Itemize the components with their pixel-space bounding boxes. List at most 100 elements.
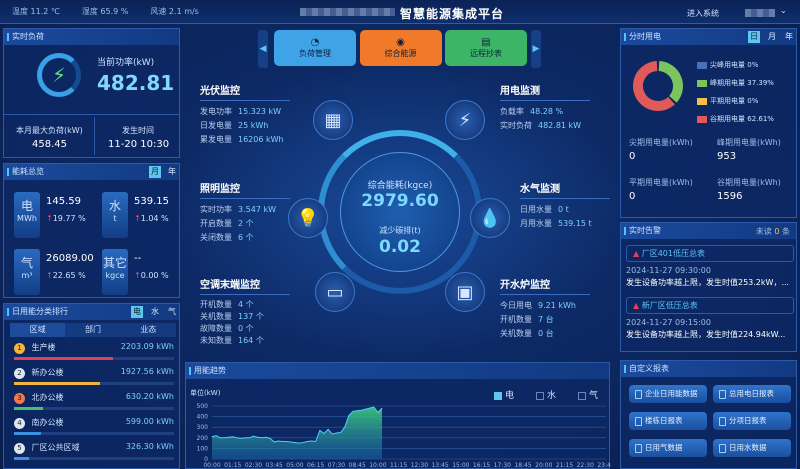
toggle-day[interactable]: 日 (748, 31, 760, 43)
monitor-row: 开机数量 7 台 (500, 315, 554, 324)
data-point (298, 442, 300, 444)
series-area (212, 407, 383, 459)
arrow-up-icon: ↑ (46, 271, 53, 280)
chart-legend: 电 水 气 (494, 388, 598, 401)
x-tick-label: 13:45 (431, 462, 448, 469)
panel-title: 实时告警 (621, 223, 796, 239)
boiler-icon: ▣ (445, 272, 485, 312)
page-title: 智慧能源集成平台 (400, 7, 505, 21)
legend-electricity[interactable]: 电 (494, 388, 514, 401)
energy-icon: ◉ (396, 37, 405, 48)
report-button[interactable]: 企业日用能数据 (629, 385, 707, 403)
monitor-row: 未知数量 164 个 (200, 336, 264, 345)
legend-water[interactable]: 水 (536, 388, 556, 401)
chevron-down-icon[interactable]: ⌄ (780, 6, 787, 15)
gauge-icon: ◔ (310, 37, 320, 48)
user-name[interactable] (745, 9, 775, 17)
ranking-tabs: 区域 部门 业态 (10, 323, 176, 337)
arrow-up-icon: ↑ (134, 214, 141, 223)
realtime-load-panel: 实时负荷 ⚡ 当前功率(kW) 482.81 本月最大负荷(kW) 458.45… (3, 28, 180, 158)
data-point (369, 407, 370, 409)
alarm-item[interactable]: ▲ 新厂区低压总表 2024-11-27 09:15:00 发生设备功率越上限，发生… (626, 297, 794, 340)
rank-badge-icon: 1 (14, 343, 25, 354)
water-value: 539.15 (134, 196, 169, 207)
other-change: ↑0.00 % (134, 271, 169, 280)
monitor-title: 空调末端监控 (200, 276, 290, 295)
water-change: ↑1.04 % (134, 214, 169, 223)
time-label: 发生时间 (122, 126, 154, 135)
x-tick-label: 17:30 (494, 462, 511, 469)
arrow-up-icon: ↑ (46, 214, 53, 223)
enter-system-link[interactable]: 进入系统 (687, 9, 719, 18)
water-drop-icon: 💧 (470, 198, 510, 238)
x-tick-label: 23:45 (597, 462, 611, 469)
nav-button-1[interactable]: ◉ 综合能源 (359, 30, 442, 66)
monitor-row: 关机数量 137 个 (200, 312, 264, 321)
report-button[interactable]: 日用水数据 (713, 439, 791, 457)
legend-item: 平期用电量 0% (697, 92, 774, 110)
legend-item: 峰期用电量 37.39% (697, 74, 774, 92)
arrow-up-icon: ↑ (134, 271, 141, 280)
x-tick-label: 06:15 (307, 462, 324, 469)
data-point (294, 442, 296, 443)
nav-button-0[interactable]: ◔ 负荷管理 (274, 30, 356, 66)
data-point (373, 406, 375, 408)
item-bar (14, 432, 41, 435)
nav-button-2[interactable]: ▤ 远程抄表 (445, 30, 527, 66)
energy-value: 2979.60 (361, 191, 439, 211)
data-point (282, 441, 283, 442)
toggle-electricity[interactable]: 电 (131, 306, 143, 318)
report-button[interactable]: 日用气数据 (629, 439, 707, 457)
y-tick-label: 400 (197, 414, 209, 421)
data-point (377, 411, 379, 413)
data-point (365, 408, 366, 410)
ranking-item: 5 厂区公共区域 326.30 kWh (14, 442, 179, 464)
toggle-month[interactable]: 月 (768, 32, 776, 41)
monitor-row: 负载率 48.28 % (500, 107, 564, 116)
alarm-item[interactable]: ▲ 厂区401低压总表 2024-11-27 09:30:00 发生设备功率越上限，… (626, 245, 794, 288)
data-point (323, 433, 325, 434)
monitor-row: 关机数量 0 台 (500, 329, 554, 338)
monitor-row: 今日用电 9.21 kWh (500, 301, 576, 310)
data-point (261, 437, 263, 439)
data-point (315, 441, 317, 442)
y-tick-label: 0 (204, 456, 208, 463)
data-point (228, 436, 229, 438)
panel-title: 实时负荷 (4, 29, 179, 45)
legend-gas[interactable]: 气 (578, 388, 598, 401)
trend-chart: 0 100 200 300 400 500 00:00 01:15 02:30 03:45 05:0… (197, 403, 611, 469)
monitor-power: 用电监测 负载率 48.28 % 实时负荷 482.81 kW (500, 82, 590, 133)
data-point (311, 440, 312, 442)
toggle-year[interactable]: 年 (785, 32, 793, 41)
item-name: 南办公楼 (31, 418, 64, 427)
x-tick-label: 01:15 (224, 462, 241, 469)
data-point (290, 441, 292, 443)
carbon-label: 减少碳排(t) (379, 226, 421, 235)
tab-area[interactable]: 区域 (10, 323, 66, 337)
y-tick-label: 200 (197, 435, 209, 442)
x-tick-label: 12:30 (411, 462, 428, 469)
nav-prev-button[interactable]: ◀ (258, 30, 268, 68)
wind-speed: 风速 2.1 m/s (150, 7, 199, 16)
x-tick-label: 11:15 (390, 462, 407, 469)
tile-gas: 气 m³ (14, 249, 40, 295)
report-button[interactable]: 总用电日报表 (713, 385, 791, 403)
toggle-month[interactable]: 月 (149, 166, 161, 178)
monitor-row: 日用水量 0 t (520, 205, 569, 214)
tab-business[interactable]: 业态 (140, 325, 157, 334)
x-tick-label: 02:30 (245, 462, 262, 469)
report-button[interactable]: 分项日报表 (713, 412, 791, 430)
toggle-gas[interactable]: 气 (168, 307, 176, 316)
rank-badge-icon: 5 (14, 443, 25, 454)
rank-badge-icon: 4 (14, 418, 25, 429)
report-button[interactable]: 楼栋日报表 (629, 412, 707, 430)
data-point (277, 440, 279, 442)
toggle-water[interactable]: 水 (151, 307, 159, 316)
nav-next-button[interactable]: ▶ (531, 30, 541, 68)
unread-count[interactable]: 未读 0 条 (755, 227, 790, 236)
item-value: 630.20 kWh (125, 392, 174, 401)
max-load-label: 本月最大负荷(kW) (16, 126, 83, 135)
time-of-use-panel: 分时用电 日 月 年 尖峰用电量 0% 峰期用电量 37.39% 平期用电量 0% 谷… (620, 28, 797, 218)
tab-department[interactable]: 部门 (84, 325, 101, 334)
toggle-year[interactable]: 年 (168, 167, 176, 176)
